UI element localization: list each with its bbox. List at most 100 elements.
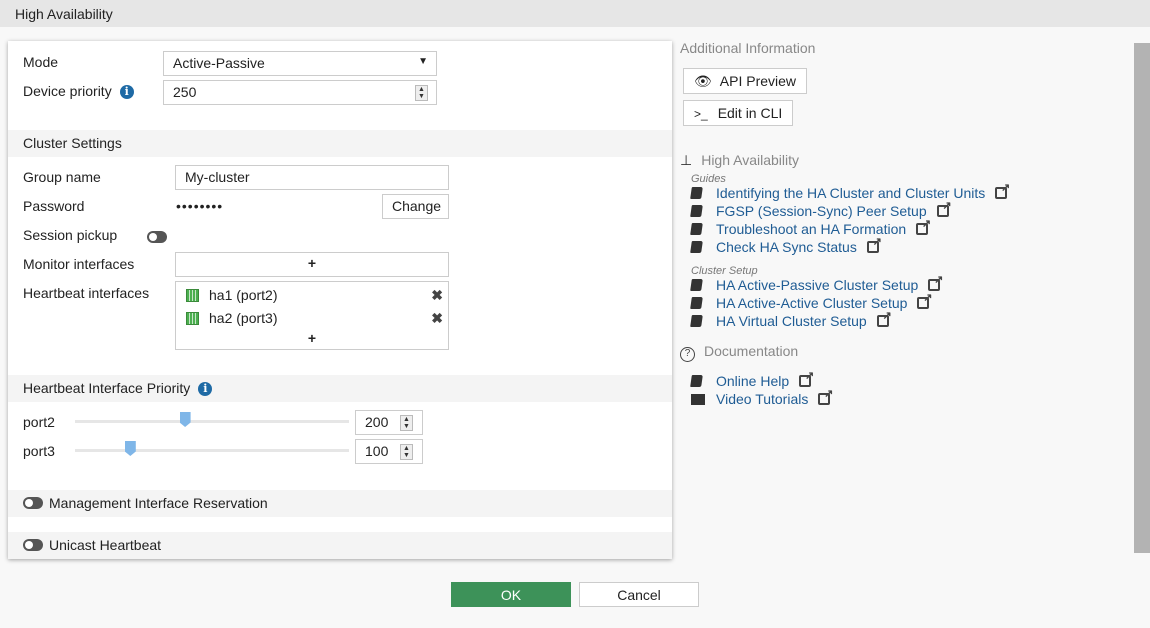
port2-priority-input[interactable]: 200 ▲ ▼ (355, 410, 423, 435)
video-tutorials-label: Video Tutorials (716, 391, 809, 407)
external-link-icon (799, 369, 814, 387)
book-icon (690, 241, 703, 253)
port2-value: 200 (365, 414, 389, 430)
unicast-heartbeat-label: Unicast Heartbeat (49, 537, 162, 553)
heartbeat-item: ha2 (port3) (186, 310, 446, 326)
guide-link[interactable]: HA Active-Active Cluster Setup (690, 291, 1120, 313)
cluster-settings-header: Cluster Settings (8, 130, 672, 157)
external-link-icon (936, 199, 952, 217)
external-link-icon (995, 181, 1010, 199)
remove-icon[interactable]: ✖ (431, 287, 443, 303)
mode-select[interactable]: Active-Passive ▼ (163, 51, 437, 76)
group-name-label: Group name (23, 169, 101, 185)
caret-down-icon: ▼ (418, 56, 428, 67)
additional-info-title: Additional Information (680, 40, 816, 56)
device-priority-text: Device priority (23, 83, 112, 99)
port2-slider-track[interactable] (75, 420, 349, 423)
guide-link-label: HA Active-Active Cluster Setup (716, 295, 908, 311)
external-link-icon (876, 309, 892, 327)
priority-value: 250 (173, 84, 197, 100)
online-help-link[interactable]: Online Help (690, 369, 1120, 391)
session-pickup-toggle[interactable] (147, 231, 167, 243)
spinner-icon[interactable]: ▲ ▼ (400, 415, 413, 431)
book-icon (690, 297, 703, 309)
port3-priority-input[interactable]: 100 ▲ ▼ (355, 439, 423, 464)
cluster-setup-label: Cluster Setup (691, 265, 758, 277)
external-link-icon (866, 235, 882, 253)
port3-value: 100 (365, 443, 389, 459)
documentation-title: ? Documentation (680, 343, 1120, 362)
ha-title: High Availability (701, 152, 799, 168)
heartbeat-item-label: ha2 (port3) (209, 310, 278, 326)
port-label: port3 (23, 443, 55, 459)
heartbeat-item: ha1 (port2) (186, 287, 446, 303)
mgmt-interface-section: Management Interface Reservation (8, 490, 672, 517)
book-icon (690, 187, 703, 199)
mode-value: Active-Passive (173, 55, 265, 71)
documentation-label: Documentation (704, 343, 799, 359)
unicast-heartbeat-section: Unicast Heartbeat (8, 532, 672, 559)
port2-slider-thumb[interactable] (179, 412, 191, 427)
mode-label: Mode (23, 54, 59, 70)
ha-section-title: ⊥ High Availability (680, 152, 1120, 169)
external-link-icon (928, 273, 943, 291)
info-icon[interactable]: i (119, 85, 134, 99)
scrollbar[interactable] (1134, 43, 1150, 553)
port3-slider-thumb[interactable] (124, 441, 136, 456)
book-icon (690, 205, 703, 217)
password-label: Password (23, 198, 85, 214)
external-link-icon (916, 217, 931, 235)
guides-list: Identifying the HA Cluster and Cluster U… (680, 181, 1120, 257)
unicast-heartbeat-toggle[interactable] (23, 539, 43, 551)
device-priority-input[interactable]: 250 ▲ ▼ (163, 80, 437, 105)
device-priority-label: Device priority i (23, 83, 134, 99)
guides-label: Guides (691, 173, 726, 185)
guide-link[interactable]: Troubleshoot an HA Formation (690, 217, 1120, 239)
guide-link[interactable]: HA Virtual Cluster Setup (690, 309, 1120, 331)
port-icon (186, 312, 199, 325)
cancel-button[interactable]: Cancel (579, 582, 699, 607)
guide-link-label: FGSP (Session-Sync) Peer Setup (716, 203, 927, 219)
terminal-icon: >_ (694, 107, 708, 121)
password-value: •••••••• (176, 198, 224, 214)
book-icon (690, 279, 703, 291)
hb-priority-header: Heartbeat Interface Priority i (8, 375, 672, 402)
port-label: port2 (23, 414, 55, 430)
external-link-icon (818, 387, 833, 405)
guide-link-label: Check HA Sync Status (716, 239, 857, 255)
guide-link[interactable]: Identifying the HA Cluster and Cluster U… (690, 181, 1120, 203)
heartbeat-interfaces-list: ha1 (port2) ✖ ha2 (port3) ✖ + (175, 281, 449, 350)
ok-button[interactable]: OK (451, 582, 571, 607)
port-icon (186, 289, 199, 302)
info-icon[interactable]: i (198, 382, 213, 396)
monitor-interfaces-label: Monitor interfaces (23, 256, 135, 272)
api-preview-button[interactable]: 👁 API Preview (683, 68, 808, 94)
video-tutorials-link[interactable]: Video Tutorials (691, 387, 1120, 409)
guide-link-label: HA Active-Passive Cluster Setup (716, 277, 919, 293)
guide-link[interactable]: Check HA Sync Status (690, 235, 1120, 257)
hb-priority-title: Heartbeat Interface Priority (23, 380, 191, 396)
heartbeat-add-button[interactable]: + (307, 330, 317, 346)
mgmt-interface-label: Management Interface Reservation (49, 495, 268, 511)
change-password-button[interactable]: Change (382, 194, 449, 219)
monitor-interfaces-add[interactable]: + (175, 252, 449, 277)
cluster-setup-list: HA Active-Passive Cluster Setup HA Active… (680, 273, 1120, 331)
eye-icon: 👁 (694, 73, 712, 89)
group-name-input[interactable]: My-cluster (175, 165, 449, 190)
sitemap-icon: ⊥ (680, 152, 693, 168)
port3-slider-track[interactable] (75, 449, 349, 452)
mgmt-interface-toggle[interactable] (23, 497, 43, 509)
ha-form-panel: Mode Active-Passive ▼ Device priority i 25… (8, 41, 672, 559)
guide-link-label: Identifying the HA Cluster and Cluster U… (716, 185, 986, 201)
additional-info-panel: Additional Information 👁 API Preview >_ Ed… (680, 40, 1120, 409)
guide-link[interactable]: FGSP (Session-Sync) Peer Setup (690, 199, 1120, 221)
remove-icon[interactable]: ✖ (431, 310, 443, 326)
heartbeat-interfaces-label: Heartbeat interfaces (23, 285, 150, 301)
spinner-icon[interactable]: ▲ ▼ (400, 444, 413, 460)
spinner-icon[interactable]: ▲ ▼ (415, 85, 428, 101)
book-icon (690, 223, 703, 235)
guide-link[interactable]: HA Active-Passive Cluster Setup (690, 273, 1120, 295)
edit-cli-button[interactable]: >_ Edit in CLI (683, 100, 794, 126)
book-icon (690, 375, 703, 387)
edit-cli-label: Edit in CLI (717, 105, 783, 121)
